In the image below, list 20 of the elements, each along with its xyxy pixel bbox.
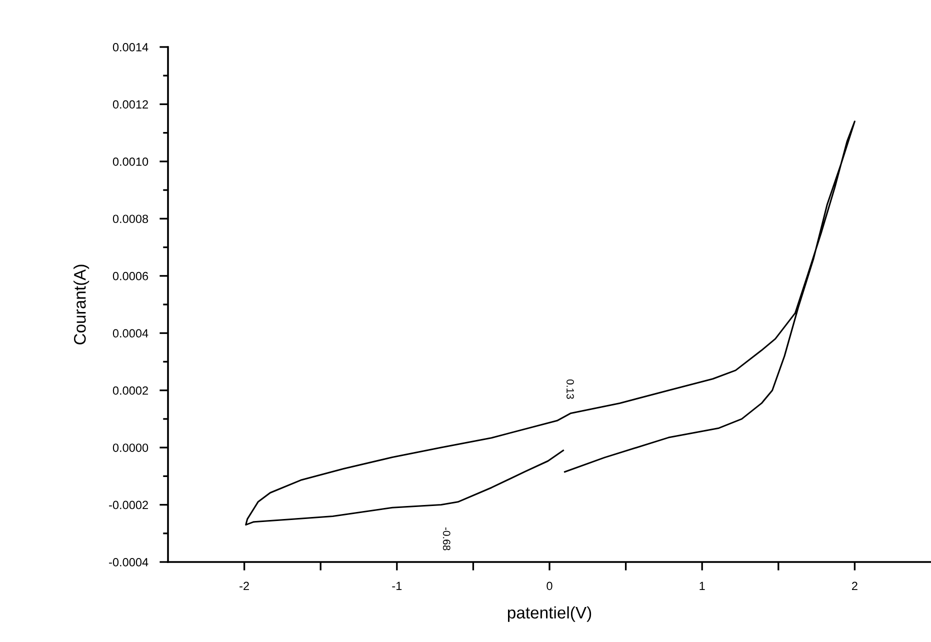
y-tick-label: 0.0012	[112, 100, 148, 109]
y-tick-label: 0.0002	[112, 386, 148, 395]
annotation: 0.13	[566, 379, 574, 399]
x-tick-label: -1	[392, 582, 402, 590]
x-tick-label: 0	[546, 582, 552, 590]
x-tick-label: 2	[852, 582, 858, 590]
y-tick-label: 0.0014	[112, 43, 148, 52]
y-tick-label: 0.0000	[112, 444, 148, 452]
y-tick-label: -0.0002	[109, 500, 148, 510]
x-axis-title: patentiel(V)	[508, 606, 592, 622]
y-tick-label: -0.0004	[109, 558, 148, 566]
y-tick-label: 0.0004	[112, 329, 148, 338]
line-series	[245, 120, 856, 526]
annotation: -0.68	[442, 527, 450, 550]
y-axis-title: Courant(A)	[74, 264, 90, 344]
x-tick-label: -2	[240, 582, 249, 590]
y-tick-label: 0.0006	[112, 272, 148, 280]
y-tick-label: 0.0010	[112, 157, 148, 166]
x-tick-label: 1	[700, 582, 705, 590]
y-tick-label: 0.0008	[112, 214, 148, 224]
